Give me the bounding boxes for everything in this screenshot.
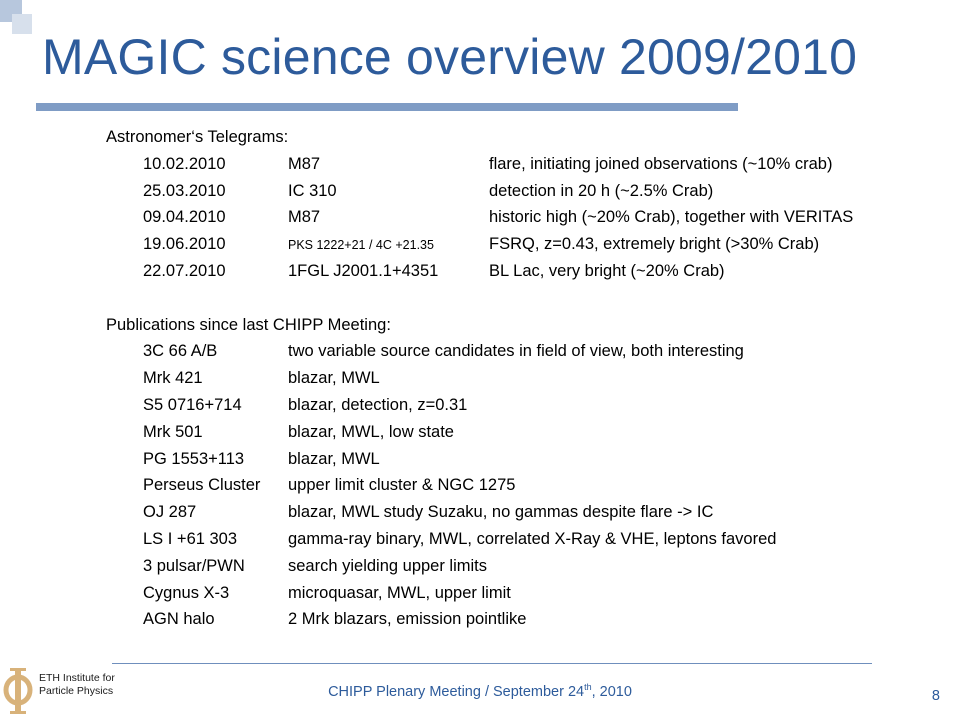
publication-source: 3 pulsar/PWN — [143, 556, 245, 575]
publication-row: 3C 66 A/B two variable source candidates … — [106, 338, 946, 365]
publication-row: Perseus Cluster upper limit cluster & NGC… — [106, 472, 946, 499]
footer-text-superscript: th — [584, 682, 592, 692]
section-spacer — [106, 285, 946, 312]
publication-source: Mrk 501 — [143, 422, 203, 441]
telegram-date: 22.07.2010 — [143, 261, 226, 280]
logo-line-1: ETH Institute for — [39, 672, 115, 684]
phi-logo-icon — [3, 668, 33, 714]
publications-heading: Publications since last CHIPP Meeting: — [106, 315, 391, 334]
telegram-source: 1FGL J2001.1+4351 — [288, 261, 439, 280]
publication-row: Mrk 501 blazar, MWL, low state — [106, 419, 946, 446]
publication-description: blazar, MWL, low state — [288, 422, 454, 441]
publication-row: OJ 287 blazar, MWL study Suzaku, no gamma… — [106, 499, 946, 526]
publication-description: blazar, MWL — [288, 369, 380, 388]
publication-source: AGN halo — [143, 610, 215, 629]
publication-source: LS I +61 303 — [143, 529, 238, 548]
publication-source: OJ 287 — [143, 503, 197, 522]
telegram-date: 19.06.2010 — [143, 235, 226, 254]
slide-body: Astronomer‘s Telegrams: 10.02.2010 M87 fla… — [106, 124, 946, 633]
publication-row: S5 0716+714 blazar, detection, z=0.31 — [106, 392, 946, 419]
footer-text-year: , 2010 — [591, 683, 632, 700]
telegram-description: FSRQ, z=0.43, extremely bright (>30% Cra… — [489, 235, 820, 254]
corner-decoration-square-lower — [12, 14, 32, 34]
footer-text-main: CHIPP Plenary Meeting / September 24 — [328, 683, 585, 700]
publication-description: blazar, detection, z=0.31 — [288, 395, 468, 414]
logo-text: ETH Institute for Particle Physics — [39, 672, 115, 697]
publication-row: Mrk 421 blazar, MWL — [106, 365, 946, 392]
footer-meeting-text: CHIPP Plenary Meeting / September 24th, … — [0, 682, 960, 700]
publication-description: search yielding upper limits — [288, 556, 488, 575]
publications-list: 3C 66 A/B two variable source candidates … — [106, 338, 946, 633]
publication-row: 3 pulsar/PWN search yielding upper limits — [106, 553, 946, 580]
telegram-source: M87 — [288, 208, 321, 227]
telegram-row: 22.07.2010 1FGL J2001.1+4351 BL Lac, very … — [106, 258, 946, 285]
footer-divider — [112, 663, 872, 664]
telegrams-list: 10.02.2010 M87 flare, initiating joined ob… — [106, 151, 946, 285]
publication-source: S5 0716+714 — [143, 395, 242, 414]
telegram-source: PKS 1222+21 / 4C +21.35 — [288, 238, 434, 253]
telegram-description: detection in 20 h (~2.5% Crab) — [489, 181, 714, 200]
publication-source: Mrk 421 — [143, 369, 203, 388]
telegram-date: 10.02.2010 — [143, 154, 226, 173]
page-number: 8 — [931, 688, 940, 704]
publication-description: blazar, MWL study Suzaku, no gammas desp… — [288, 503, 714, 522]
publication-row: Cygnus X-3 microquasar, MWL, upper limit — [106, 580, 946, 607]
eth-institute-logo: ETH Institute for Particle Physics — [0, 664, 140, 720]
logo-line-2: Particle Physics — [39, 684, 114, 697]
telegram-date: 09.04.2010 — [143, 208, 226, 227]
telegram-source: IC 310 — [288, 181, 337, 200]
telegram-source: M87 — [288, 154, 321, 173]
publication-row: AGN halo 2 Mrk blazars, emission pointlik… — [106, 606, 946, 633]
telegram-row: 19.06.2010 PKS 1222+21 / 4C +21.35 FSRQ, z… — [106, 231, 946, 258]
publication-source: PG 1553+113 — [143, 449, 245, 468]
telegram-row: 10.02.2010 M87 flare, initiating joined ob… — [106, 151, 946, 178]
telegrams-heading: Astronomer‘s Telegrams: — [106, 128, 289, 146]
telegram-description: flare, initiating joined observations (~… — [489, 154, 833, 173]
publication-source: Cygnus X-3 — [143, 583, 230, 602]
publication-row: LS I +61 303 gamma-ray binary, MWL, corre… — [106, 526, 946, 553]
telegram-row: 09.04.2010 M87 historic high (~20% Crab), … — [106, 204, 946, 231]
telegram-description: historic high (~20% Crab), together with… — [489, 208, 854, 227]
publication-description: 2 Mrk blazars, emission pointlike — [288, 610, 527, 629]
publication-description: gamma-ray binary, MWL, correlated X-Ray … — [288, 529, 777, 548]
telegram-date: 25.03.2010 — [143, 181, 226, 200]
publication-description: two variable source candidates in field … — [288, 342, 744, 361]
publication-description: blazar, MWL — [288, 449, 380, 468]
publication-source: Perseus Cluster — [143, 476, 261, 495]
title-underline — [36, 103, 738, 111]
slide-title: MAGIC science overview 2009/2010 — [42, 29, 858, 85]
publication-description: upper limit cluster & NGC 1275 — [288, 476, 516, 495]
publication-source: 3C 66 A/B — [143, 342, 218, 361]
telegram-row: 25.03.2010 IC 310 detection in 20 h (~2.5%… — [106, 178, 946, 205]
publication-row: PG 1553+113 blazar, MWL — [106, 446, 946, 473]
publication-description: microquasar, MWL, upper limit — [288, 583, 511, 602]
telegram-description: BL Lac, very bright (~20% Crab) — [489, 261, 725, 280]
